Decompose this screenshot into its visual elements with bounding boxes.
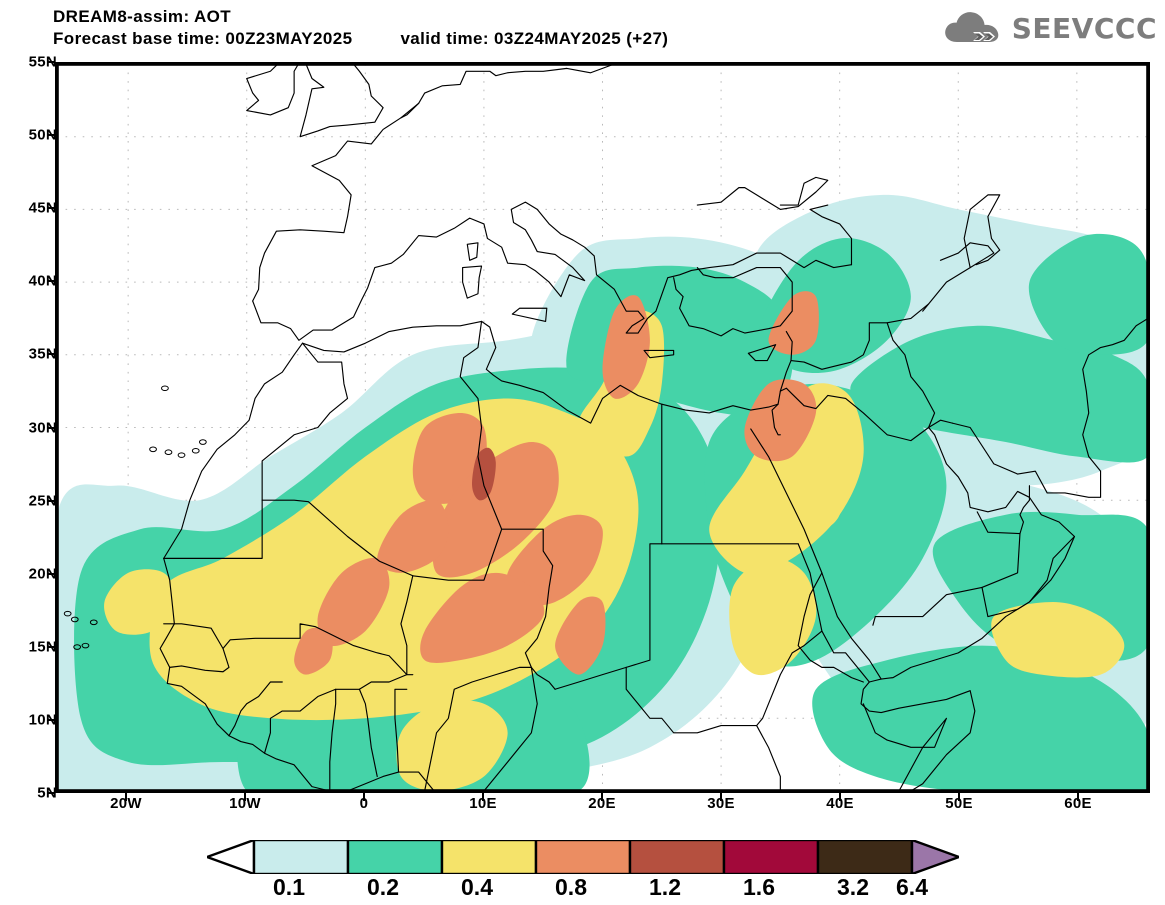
x-tick-60e: 60E <box>1064 795 1092 812</box>
x-tick-20w: 20W <box>110 795 142 812</box>
y-tick-mark <box>47 134 55 136</box>
x-tick-mark <box>125 793 127 801</box>
colorbar-swatches <box>207 840 959 874</box>
x-tick-10e: 10E <box>469 795 497 812</box>
colorbar-label-6: 3.2 <box>837 874 869 900</box>
colorbar-label-2: 0.4 <box>461 874 493 900</box>
y-tick-5n: 5N <box>37 784 57 802</box>
y-tick-15n: 15N <box>28 638 57 656</box>
x-tick-40e: 40E <box>826 795 854 812</box>
y-tick-mark <box>47 646 55 648</box>
x-tick-mark <box>482 793 484 801</box>
y-tick-mark <box>47 573 55 575</box>
y-tick-25n: 25N <box>28 492 57 510</box>
y-tick-mark <box>47 427 55 429</box>
colorbar-label-4: 1.2 <box>649 874 681 900</box>
colorbar-label-7: 6.4 <box>896 874 928 900</box>
x-tick-mark <box>1077 793 1079 801</box>
colorbar-label-0: 0.1 <box>273 874 305 900</box>
x-tick-mark <box>958 793 960 801</box>
colorbar-legend: 0.1 0.2 0.4 0.8 1.2 1.6 3.2 6.4 <box>0 838 1165 905</box>
y-tick-40n: 40N <box>28 272 57 290</box>
header: DREAM8-assim: AOT Forecast base time: 00… <box>0 0 1165 58</box>
x-tick-20e: 20E <box>588 795 616 812</box>
x-tick-mark <box>363 793 365 801</box>
valid-time-label: valid time: 03Z24MAY2025 (+27) <box>400 29 669 48</box>
x-tick-30e: 30E <box>707 795 735 812</box>
map-plot-area <box>55 62 1150 793</box>
base-time-label: Forecast base time: 00Z23MAY2025 <box>53 29 353 48</box>
time-line: Forecast base time: 00Z23MAY2025 valid ti… <box>53 28 668 50</box>
y-tick-10n: 10N <box>28 711 57 729</box>
colorbar-label-1: 0.2 <box>367 874 399 900</box>
x-tick-50e: 50E <box>945 795 973 812</box>
x-tick-10w: 10W <box>229 795 261 812</box>
y-tick-30n: 30N <box>28 419 57 437</box>
seevccc-logo: SEEVCCC <box>943 8 1157 48</box>
aot-contour-map <box>57 64 1148 791</box>
y-tick-35n: 35N <box>28 345 57 363</box>
y-tick-50n: 50N <box>28 126 57 144</box>
page-title: DREAM8-assim: AOT <box>53 7 232 26</box>
y-tick-mark <box>47 719 55 721</box>
y-tick-55n: 55N <box>28 53 57 71</box>
y-tick-mark <box>47 207 55 209</box>
y-tick-mark <box>47 500 55 502</box>
y-tick-mark <box>47 280 55 282</box>
y-tick-mark <box>47 792 55 794</box>
x-tick-mark <box>720 793 722 801</box>
x-tick-0: 0 <box>359 795 369 812</box>
y-tick-mark <box>47 61 55 63</box>
logo-text: SEEVCCC <box>1011 11 1157 45</box>
colorbar-label-5: 1.6 <box>743 874 775 900</box>
x-tick-mark <box>601 793 603 801</box>
y-tick-45n: 45N <box>28 199 57 217</box>
y-tick-20n: 20N <box>28 565 57 583</box>
title-block: DREAM8-assim: AOT Forecast base time: 00… <box>53 6 668 50</box>
x-tick-mark <box>839 793 841 801</box>
y-tick-mark <box>47 353 55 355</box>
colorbar-label-3: 0.8 <box>555 874 587 900</box>
cloud-icon <box>944 12 999 43</box>
x-tick-mark <box>244 793 246 801</box>
